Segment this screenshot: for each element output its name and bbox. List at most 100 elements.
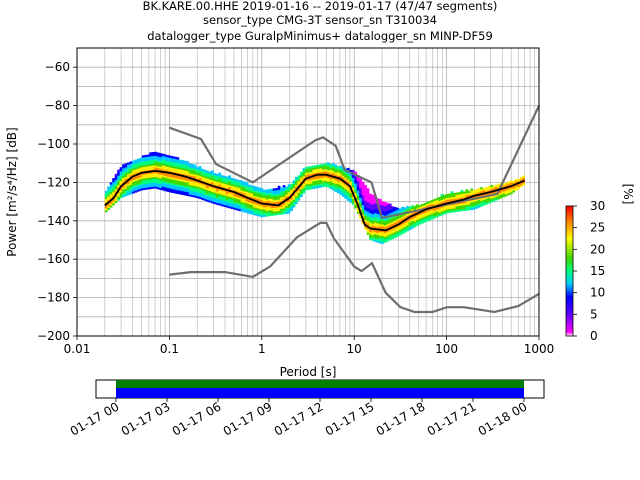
density-cell — [324, 174, 328, 178]
density-cell — [307, 166, 311, 169]
density-cell — [213, 176, 217, 180]
density-cell — [428, 214, 432, 217]
density-cell — [248, 209, 251, 212]
density-cell — [465, 193, 469, 196]
density-cell — [369, 210, 372, 214]
density-cell — [312, 165, 316, 168]
density-cell — [393, 220, 397, 223]
density-cell — [201, 176, 204, 179]
density-cell — [356, 207, 360, 210]
density-cell — [366, 203, 370, 206]
density-cell — [465, 194, 469, 198]
density-cell — [215, 179, 219, 182]
density-cell — [173, 183, 177, 186]
density-cell — [438, 212, 442, 215]
density-cell — [369, 195, 372, 198]
density-cell — [164, 165, 167, 169]
density-cell — [188, 165, 192, 168]
density-cell — [467, 190, 471, 194]
density-cell — [309, 177, 313, 180]
density-cell — [364, 215, 367, 218]
density-cell — [351, 183, 355, 186]
density-cell — [228, 181, 232, 184]
density-cell — [309, 185, 313, 188]
density-cell — [265, 210, 269, 213]
density-cell — [509, 190, 513, 193]
density-cell — [297, 181, 301, 184]
density-cell — [255, 194, 259, 197]
x-tick-label: 10 — [347, 342, 362, 356]
density-cell — [211, 170, 214, 173]
density-cell — [280, 187, 283, 190]
density-cell — [131, 170, 135, 173]
density-cell — [230, 199, 234, 202]
density-cell — [369, 218, 372, 221]
density-cell — [225, 201, 229, 204]
density-cell — [356, 184, 360, 187]
density-cell — [378, 220, 382, 223]
density-cell — [146, 160, 150, 163]
density-cell — [146, 173, 150, 177]
density-cell — [250, 193, 254, 196]
density-cell — [329, 184, 333, 188]
density-cell — [146, 183, 150, 186]
density-cell — [418, 220, 422, 223]
density-cell — [309, 179, 313, 182]
density-cell — [359, 199, 362, 202]
density-cell — [131, 160, 135, 163]
density-cell — [267, 212, 271, 215]
density-cell — [280, 193, 283, 196]
density-cell — [455, 196, 459, 199]
density-cell — [495, 190, 498, 193]
density-cell — [164, 185, 167, 188]
x-tick-label: 1 — [258, 342, 266, 356]
density-cell — [260, 190, 264, 193]
density-cell — [243, 181, 246, 184]
density-cell — [361, 183, 365, 186]
density-cell — [277, 191, 281, 194]
density-cell — [369, 193, 372, 196]
density-cell — [366, 199, 370, 203]
density-cell — [124, 171, 128, 174]
density-cell — [467, 192, 471, 195]
density-cell — [346, 187, 350, 190]
density-cell — [178, 171, 182, 174]
density-cell — [104, 196, 108, 199]
density-cell — [492, 197, 496, 200]
density-cell — [396, 219, 400, 222]
density-cell — [292, 201, 296, 204]
density-cell — [393, 222, 397, 225]
density-cell — [206, 195, 209, 198]
density-cell — [381, 230, 385, 233]
density-cell — [188, 194, 192, 197]
density-cell — [366, 222, 370, 226]
density-cell — [386, 239, 390, 242]
density-cell — [327, 179, 330, 182]
density-cell — [391, 229, 395, 232]
density-cell — [151, 163, 155, 166]
density-cell — [411, 209, 414, 212]
density-cell — [396, 225, 400, 228]
density-cell — [381, 239, 385, 242]
density-cell — [267, 208, 271, 211]
density-cell — [378, 204, 382, 208]
density-cell — [336, 189, 340, 192]
density-cell — [156, 160, 160, 163]
density-cell — [349, 169, 353, 173]
density-cell — [361, 185, 365, 188]
density-cell — [181, 183, 185, 186]
density-cell — [430, 203, 434, 206]
density-cell — [272, 213, 276, 216]
density-cell — [151, 157, 155, 160]
density-cell — [475, 202, 479, 205]
density-cell — [445, 195, 449, 199]
density-cell — [371, 210, 375, 213]
density-cell — [460, 191, 464, 195]
density-cell — [314, 168, 318, 172]
density-cell — [272, 196, 276, 199]
density-cell — [346, 198, 350, 201]
density-cell — [225, 205, 229, 208]
density-cell — [104, 208, 108, 211]
density-cell — [344, 177, 348, 180]
density-cell — [485, 196, 488, 199]
